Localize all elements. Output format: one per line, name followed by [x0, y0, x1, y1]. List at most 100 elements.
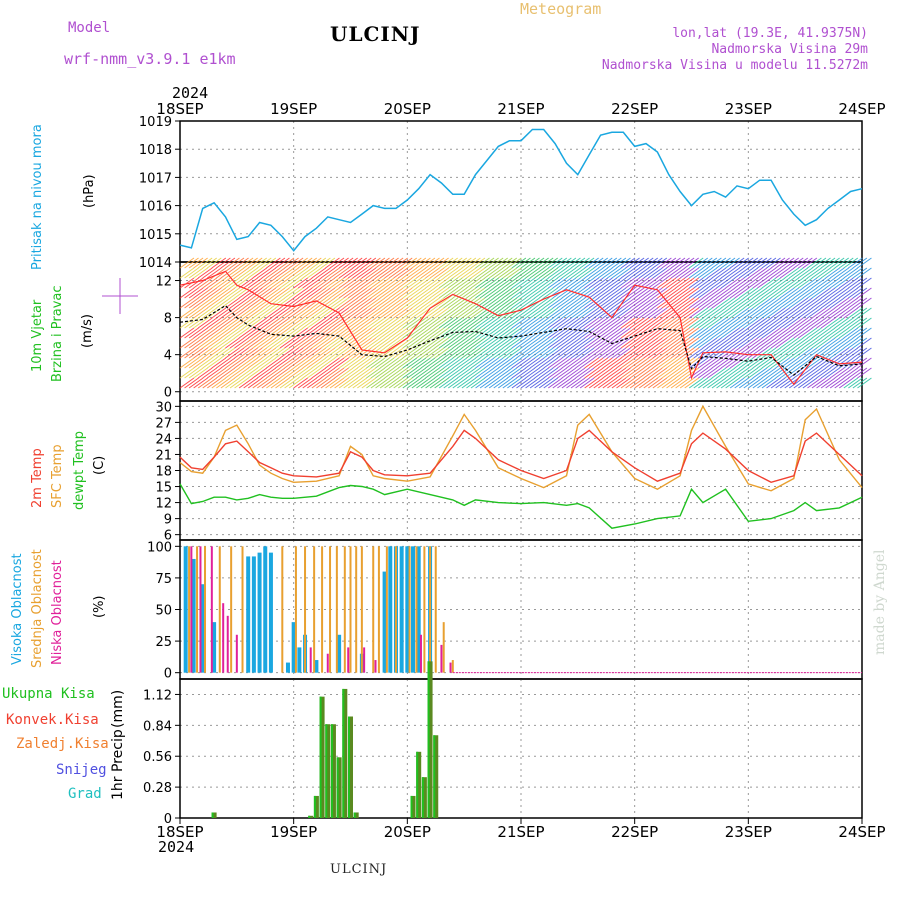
wind-barb — [766, 367, 781, 379]
wind-barb — [202, 287, 218, 299]
wind-barb — [843, 297, 859, 309]
wind-barb — [234, 377, 249, 389]
wind-barb — [466, 267, 481, 279]
wind-barb — [293, 327, 308, 339]
cloud-bar-low — [374, 660, 377, 673]
wind-barb — [738, 277, 754, 289]
year-top: 2024 — [172, 84, 209, 102]
wind-barb — [484, 317, 499, 329]
cloud-bar-mid — [429, 546, 432, 673]
wind-barb — [457, 277, 472, 289]
wind-barb — [197, 317, 213, 329]
wind-barb — [457, 347, 472, 359]
wind-barb — [261, 307, 277, 319]
wind-barb — [243, 367, 258, 379]
cloud-bar-high — [411, 546, 416, 673]
wind-barb — [616, 307, 631, 319]
wind-barb — [297, 287, 313, 299]
wind-barb — [584, 317, 599, 329]
wind-barb — [761, 297, 777, 309]
wind-barb — [825, 347, 840, 359]
wind-barb — [702, 267, 718, 279]
wind-barb — [848, 277, 863, 289]
wind-barb — [784, 327, 799, 339]
wind-barb — [379, 297, 395, 309]
wind-barb — [757, 307, 772, 319]
wind-barb — [611, 347, 627, 359]
wind-barb — [357, 297, 372, 309]
wind-barb — [552, 357, 568, 369]
wind-barb — [243, 377, 258, 389]
wind-barb — [238, 327, 254, 339]
wind-barb — [243, 337, 258, 349]
wind-barb — [379, 337, 395, 349]
wind-barb — [702, 337, 718, 349]
wind-barb — [270, 267, 286, 279]
wind-barb — [575, 277, 590, 289]
wind-barb — [284, 287, 299, 299]
wind-barb — [857, 317, 872, 329]
wind-barb — [666, 337, 681, 349]
wind-barb — [307, 327, 322, 339]
wind-barb — [225, 257, 240, 269]
wind-barb — [620, 287, 636, 299]
wind-barb — [475, 257, 490, 269]
cloud-title-high: Visoka Oblacnost — [10, 553, 25, 665]
wind-barb — [211, 297, 227, 309]
wind-barb — [493, 377, 509, 389]
wind-barb — [729, 287, 745, 299]
wind-barb — [270, 357, 286, 369]
wind-barb — [270, 287, 286, 299]
wind-barb — [598, 307, 613, 319]
wind-barb — [816, 287, 831, 299]
wind-barb — [302, 347, 318, 359]
wind-barb — [229, 347, 245, 359]
wind-barb — [825, 267, 840, 279]
wind-barb — [411, 367, 427, 379]
wind-barb — [611, 377, 627, 389]
wind-barb — [766, 377, 781, 389]
wind-barb — [407, 307, 422, 319]
wind-barb — [457, 297, 472, 309]
wind-barb — [638, 257, 654, 269]
wind-barb — [220, 317, 236, 329]
wind-barb — [388, 297, 404, 309]
wind-barb — [179, 257, 195, 269]
wind-barb — [834, 297, 850, 309]
wind-barb — [588, 267, 604, 279]
wind-barb — [429, 327, 445, 339]
wind-barb — [407, 287, 422, 299]
wind-barb — [675, 367, 690, 379]
wind-barb — [234, 307, 249, 319]
wind-barb — [661, 257, 677, 269]
wind-barb — [738, 257, 754, 269]
wind-barb — [302, 377, 318, 389]
wind-barb — [538, 307, 554, 319]
wind-barb — [798, 297, 813, 309]
wind-barb — [784, 257, 799, 269]
wind-barb — [497, 297, 513, 309]
wind-barb — [202, 327, 218, 339]
wind-barb — [411, 337, 427, 349]
wind-barb — [534, 377, 549, 389]
wind-barb — [307, 337, 322, 349]
wind-barb — [825, 337, 840, 349]
wind-barb — [420, 297, 436, 309]
wind-barb — [625, 377, 640, 389]
wind-barb — [347, 347, 363, 359]
wind-barb — [688, 307, 704, 319]
wind-barb — [529, 307, 545, 319]
wind-barb — [734, 337, 749, 349]
wind-barb — [798, 377, 813, 389]
wind-barb — [388, 327, 404, 339]
wind-barb — [743, 327, 759, 339]
wind-barb — [775, 277, 790, 289]
wind-barb — [566, 307, 581, 319]
wind-barb — [529, 317, 545, 329]
wind-barb — [657, 357, 672, 369]
wind-barb — [770, 337, 786, 349]
wind-barb — [411, 257, 427, 269]
wind-barb — [416, 327, 431, 339]
wind-barb — [216, 307, 231, 319]
wind-barb — [297, 277, 313, 289]
